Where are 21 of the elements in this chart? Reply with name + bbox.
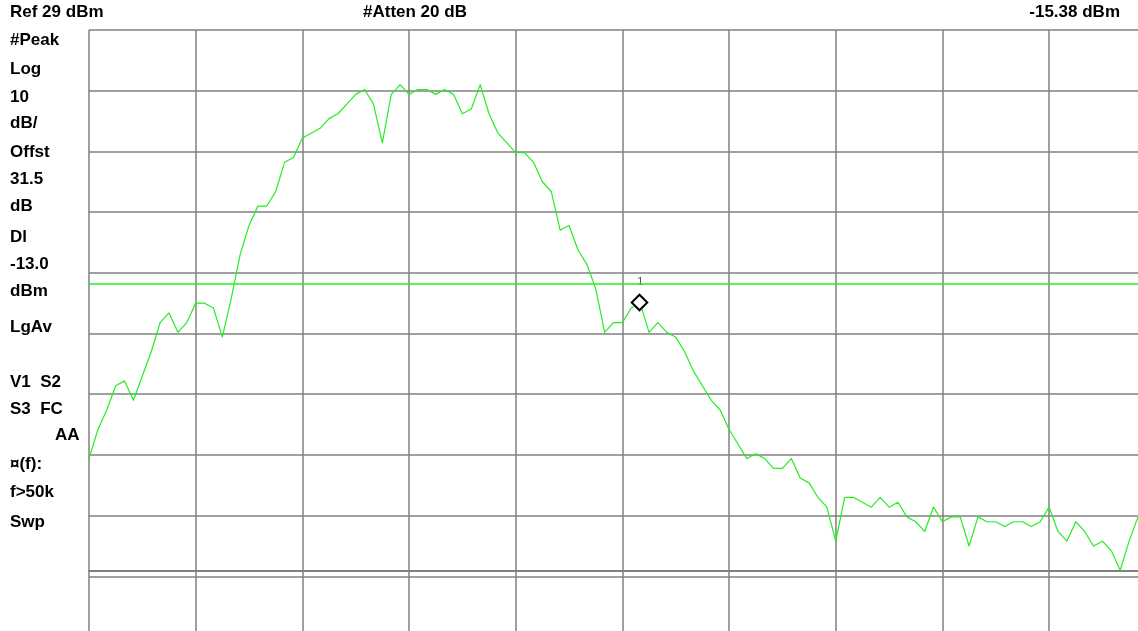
text: dBm [10, 281, 48, 300]
text: Ref 29 dBm [10, 2, 104, 21]
annotation: 1 [637, 274, 644, 287]
text: Log [10, 59, 42, 78]
text: dB/ [10, 113, 38, 132]
text: #Atten 20 dB [363, 2, 467, 21]
text: S3 FC [10, 399, 63, 418]
text: 10 [10, 87, 29, 106]
text: -13.0 [10, 254, 49, 273]
text: f>50k [10, 482, 55, 501]
text: V1 S2 [10, 372, 62, 391]
text: LgAv [10, 317, 53, 336]
text: ¤(f): [10, 454, 43, 473]
text: Offst [10, 142, 50, 161]
text: AA [55, 425, 80, 444]
text: 31.5 [10, 169, 44, 188]
text: dB [10, 196, 33, 215]
text: #Peak [10, 30, 60, 49]
text: Swp [10, 512, 45, 531]
text: -15.38 dBm [1029, 2, 1120, 21]
text: Dl [10, 227, 27, 246]
